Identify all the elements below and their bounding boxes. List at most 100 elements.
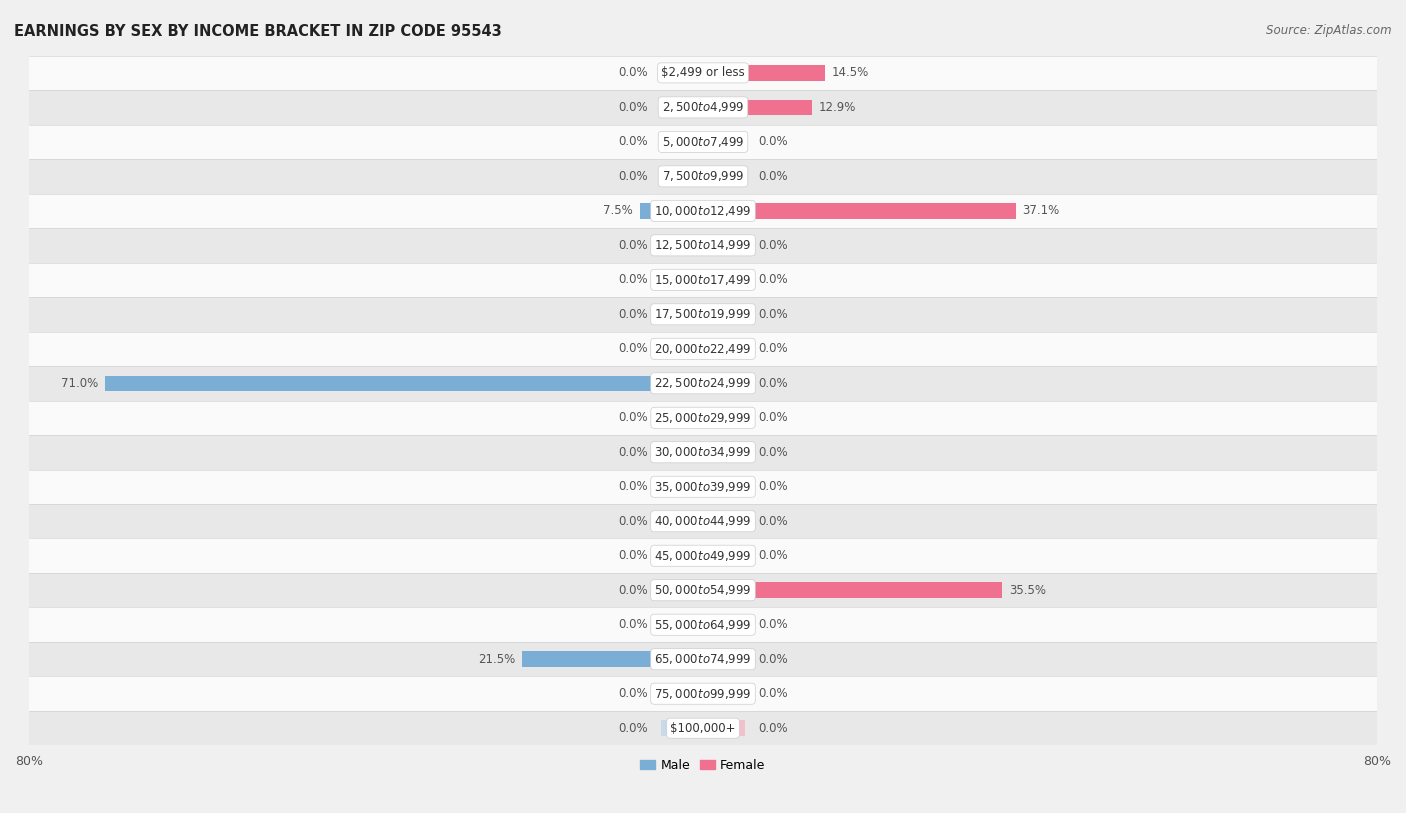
Bar bbox=[30, 642, 1376, 676]
Text: $22,500 to $24,999: $22,500 to $24,999 bbox=[654, 376, 752, 390]
Bar bbox=[703, 720, 745, 736]
Bar bbox=[30, 676, 1376, 711]
Bar bbox=[30, 90, 1376, 124]
Text: 0.0%: 0.0% bbox=[758, 170, 787, 183]
Text: $65,000 to $74,999: $65,000 to $74,999 bbox=[654, 652, 752, 666]
Text: 0.0%: 0.0% bbox=[619, 67, 648, 80]
Bar bbox=[30, 470, 1376, 504]
Bar bbox=[30, 193, 1376, 228]
Bar bbox=[661, 479, 703, 494]
Bar bbox=[703, 376, 745, 391]
Bar bbox=[661, 237, 703, 253]
Bar bbox=[30, 297, 1376, 332]
Bar bbox=[703, 548, 745, 563]
Text: $2,500 to $4,999: $2,500 to $4,999 bbox=[662, 100, 744, 115]
Bar bbox=[703, 582, 1002, 598]
Text: 37.1%: 37.1% bbox=[1022, 204, 1060, 217]
Text: 0.0%: 0.0% bbox=[619, 446, 648, 459]
Bar bbox=[30, 159, 1376, 193]
Text: 0.0%: 0.0% bbox=[619, 480, 648, 493]
Bar bbox=[703, 168, 745, 184]
Bar bbox=[661, 272, 703, 288]
Text: 0.0%: 0.0% bbox=[619, 515, 648, 528]
Text: Source: ZipAtlas.com: Source: ZipAtlas.com bbox=[1267, 24, 1392, 37]
Text: $12,500 to $14,999: $12,500 to $14,999 bbox=[654, 238, 752, 252]
Text: 0.0%: 0.0% bbox=[758, 480, 787, 493]
Text: $100,000+: $100,000+ bbox=[671, 722, 735, 735]
Text: $15,000 to $17,499: $15,000 to $17,499 bbox=[654, 273, 752, 287]
Text: 0.0%: 0.0% bbox=[619, 584, 648, 597]
Text: 0.0%: 0.0% bbox=[619, 136, 648, 148]
Bar bbox=[30, 124, 1376, 159]
Bar bbox=[703, 203, 1015, 219]
Text: $40,000 to $44,999: $40,000 to $44,999 bbox=[654, 515, 752, 528]
Bar bbox=[30, 228, 1376, 263]
Text: 21.5%: 21.5% bbox=[478, 653, 515, 666]
Text: 0.0%: 0.0% bbox=[758, 618, 787, 631]
Bar bbox=[30, 263, 1376, 297]
Bar bbox=[30, 538, 1376, 573]
Text: 0.0%: 0.0% bbox=[758, 342, 787, 355]
Legend: Male, Female: Male, Female bbox=[636, 754, 770, 777]
Bar bbox=[661, 686, 703, 702]
Text: 14.5%: 14.5% bbox=[832, 67, 869, 80]
Bar bbox=[105, 376, 703, 391]
Bar bbox=[661, 720, 703, 736]
Text: 71.0%: 71.0% bbox=[60, 376, 98, 389]
Text: 0.0%: 0.0% bbox=[758, 376, 787, 389]
Bar bbox=[30, 607, 1376, 642]
Bar bbox=[661, 307, 703, 322]
Bar bbox=[661, 100, 703, 115]
Text: $20,000 to $22,499: $20,000 to $22,499 bbox=[654, 341, 752, 356]
Bar bbox=[522, 651, 703, 667]
Text: $45,000 to $49,999: $45,000 to $49,999 bbox=[654, 549, 752, 563]
Bar bbox=[30, 55, 1376, 90]
Text: $5,000 to $7,499: $5,000 to $7,499 bbox=[662, 135, 744, 149]
Bar bbox=[661, 548, 703, 563]
Text: 0.0%: 0.0% bbox=[619, 170, 648, 183]
Text: 0.0%: 0.0% bbox=[619, 101, 648, 114]
Bar bbox=[30, 435, 1376, 470]
Bar bbox=[661, 134, 703, 150]
Text: 0.0%: 0.0% bbox=[619, 687, 648, 700]
Bar bbox=[30, 332, 1376, 366]
Text: 0.0%: 0.0% bbox=[758, 722, 787, 735]
Text: $50,000 to $54,999: $50,000 to $54,999 bbox=[654, 583, 752, 598]
Bar bbox=[703, 479, 745, 494]
Text: $35,000 to $39,999: $35,000 to $39,999 bbox=[654, 480, 752, 493]
Text: 0.0%: 0.0% bbox=[619, 618, 648, 631]
Bar bbox=[30, 401, 1376, 435]
Bar bbox=[661, 445, 703, 460]
Text: $17,500 to $19,999: $17,500 to $19,999 bbox=[654, 307, 752, 321]
Bar bbox=[30, 366, 1376, 401]
Bar bbox=[661, 410, 703, 425]
Text: 35.5%: 35.5% bbox=[1010, 584, 1046, 597]
Bar bbox=[640, 203, 703, 219]
Bar bbox=[661, 617, 703, 633]
Bar bbox=[661, 582, 703, 598]
Text: $30,000 to $34,999: $30,000 to $34,999 bbox=[654, 446, 752, 459]
Bar bbox=[661, 514, 703, 529]
Text: 0.0%: 0.0% bbox=[758, 687, 787, 700]
Text: 0.0%: 0.0% bbox=[758, 653, 787, 666]
Text: 0.0%: 0.0% bbox=[758, 550, 787, 563]
Text: 0.0%: 0.0% bbox=[619, 273, 648, 286]
Bar bbox=[703, 651, 745, 667]
Text: 0.0%: 0.0% bbox=[619, 411, 648, 424]
Text: 0.0%: 0.0% bbox=[619, 722, 648, 735]
Text: $10,000 to $12,499: $10,000 to $12,499 bbox=[654, 204, 752, 218]
Bar bbox=[661, 168, 703, 184]
Text: 0.0%: 0.0% bbox=[758, 136, 787, 148]
Text: 0.0%: 0.0% bbox=[619, 239, 648, 252]
Text: 0.0%: 0.0% bbox=[758, 515, 787, 528]
Text: EARNINGS BY SEX BY INCOME BRACKET IN ZIP CODE 95543: EARNINGS BY SEX BY INCOME BRACKET IN ZIP… bbox=[14, 24, 502, 39]
Bar bbox=[703, 410, 745, 425]
Bar bbox=[661, 341, 703, 357]
Text: $55,000 to $64,999: $55,000 to $64,999 bbox=[654, 618, 752, 632]
Bar bbox=[703, 617, 745, 633]
Text: $75,000 to $99,999: $75,000 to $99,999 bbox=[654, 687, 752, 701]
Text: 0.0%: 0.0% bbox=[758, 273, 787, 286]
Bar bbox=[30, 711, 1376, 746]
Text: 12.9%: 12.9% bbox=[818, 101, 856, 114]
Text: 0.0%: 0.0% bbox=[758, 411, 787, 424]
